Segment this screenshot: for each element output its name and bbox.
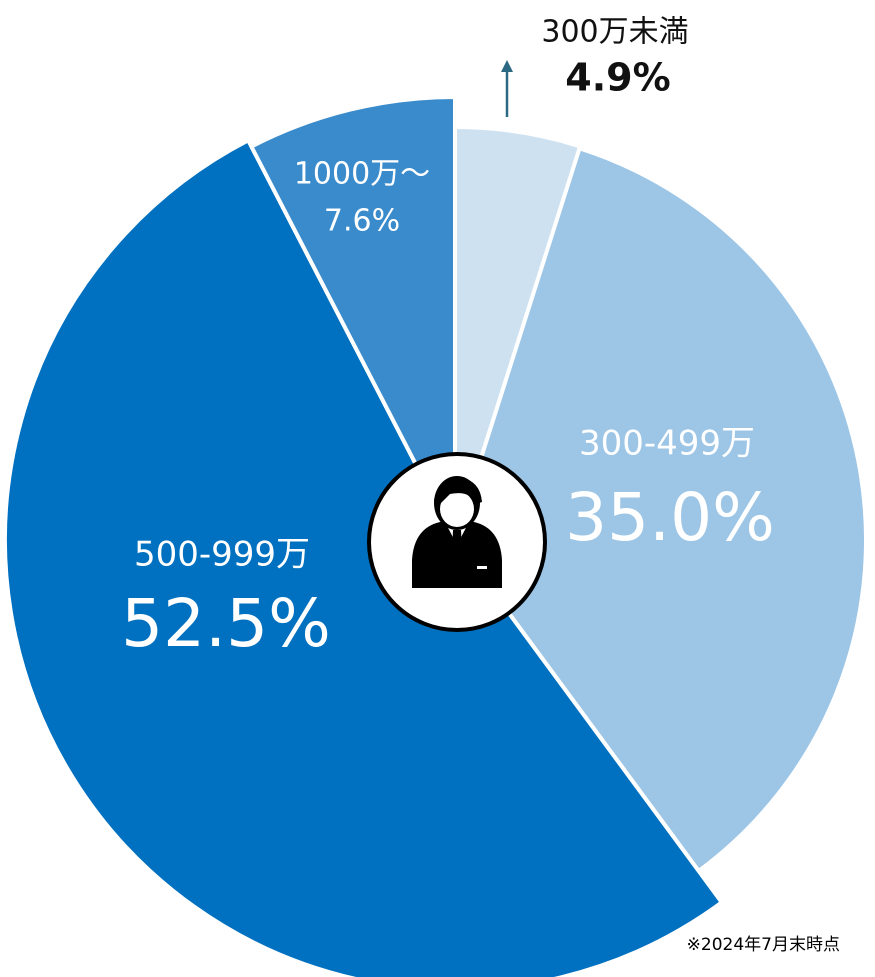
slice-category-label: 300万未満 [541,15,688,50]
slice-value-label: 52.5% [121,585,331,662]
center-icon [367,452,547,632]
slice-value-label: 4.9% [565,56,670,100]
slice-value-label: 35.0% [565,479,775,556]
pie-slice [3,138,724,977]
callout-arrowhead [501,60,513,72]
slice-value-label: 7.6% [324,204,400,239]
footnote: ※2024年7月末時点 [687,935,840,955]
pie [3,95,869,977]
pie-slice [453,146,869,873]
slice-category-label: 1000万～ [294,157,430,192]
slice-category-label: 300-499万 [579,424,755,464]
slice-category-label: 500-999万 [134,535,310,575]
pie-slice [249,95,457,542]
